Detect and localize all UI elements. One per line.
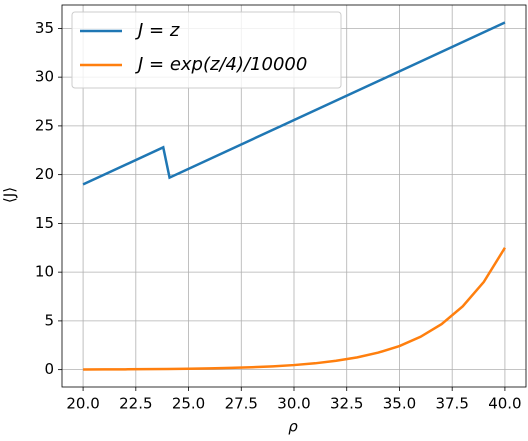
y-axis-label: ⟨J⟩: [1, 187, 19, 203]
x-tick-label: 30.0: [277, 395, 310, 413]
x-tick-label: 40.0: [488, 395, 521, 413]
y-tick-label: 25: [35, 116, 54, 134]
y-tick-label: 0: [44, 360, 54, 378]
x-tick-label: 22.5: [119, 395, 152, 413]
legend-label: J = z: [135, 20, 180, 41]
x-tick-label: 20.0: [66, 395, 99, 413]
series-line: [82, 21, 506, 186]
x-axis-label: ρ: [288, 418, 298, 436]
y-tick-label: 30: [35, 68, 54, 86]
y-tick-label: 15: [35, 214, 54, 232]
x-tick-label: 37.5: [435, 395, 468, 413]
x-tick-label: 35.0: [383, 395, 416, 413]
y-tick-label: 5: [44, 311, 54, 329]
y-tick-label: 20: [35, 165, 54, 183]
y-tick-label: 10: [35, 263, 54, 281]
legend-label: J = exp(z/4)/10000: [135, 54, 307, 75]
y-tick-label: 35: [35, 19, 54, 37]
legend-box: [71, 11, 342, 89]
x-tick-label: 25.0: [172, 395, 205, 413]
x-tick-label: 32.5: [330, 395, 363, 413]
x-tick-label: 27.5: [225, 395, 258, 413]
plot-frame: [61, 4, 527, 388]
series-line: [83, 247, 506, 371]
